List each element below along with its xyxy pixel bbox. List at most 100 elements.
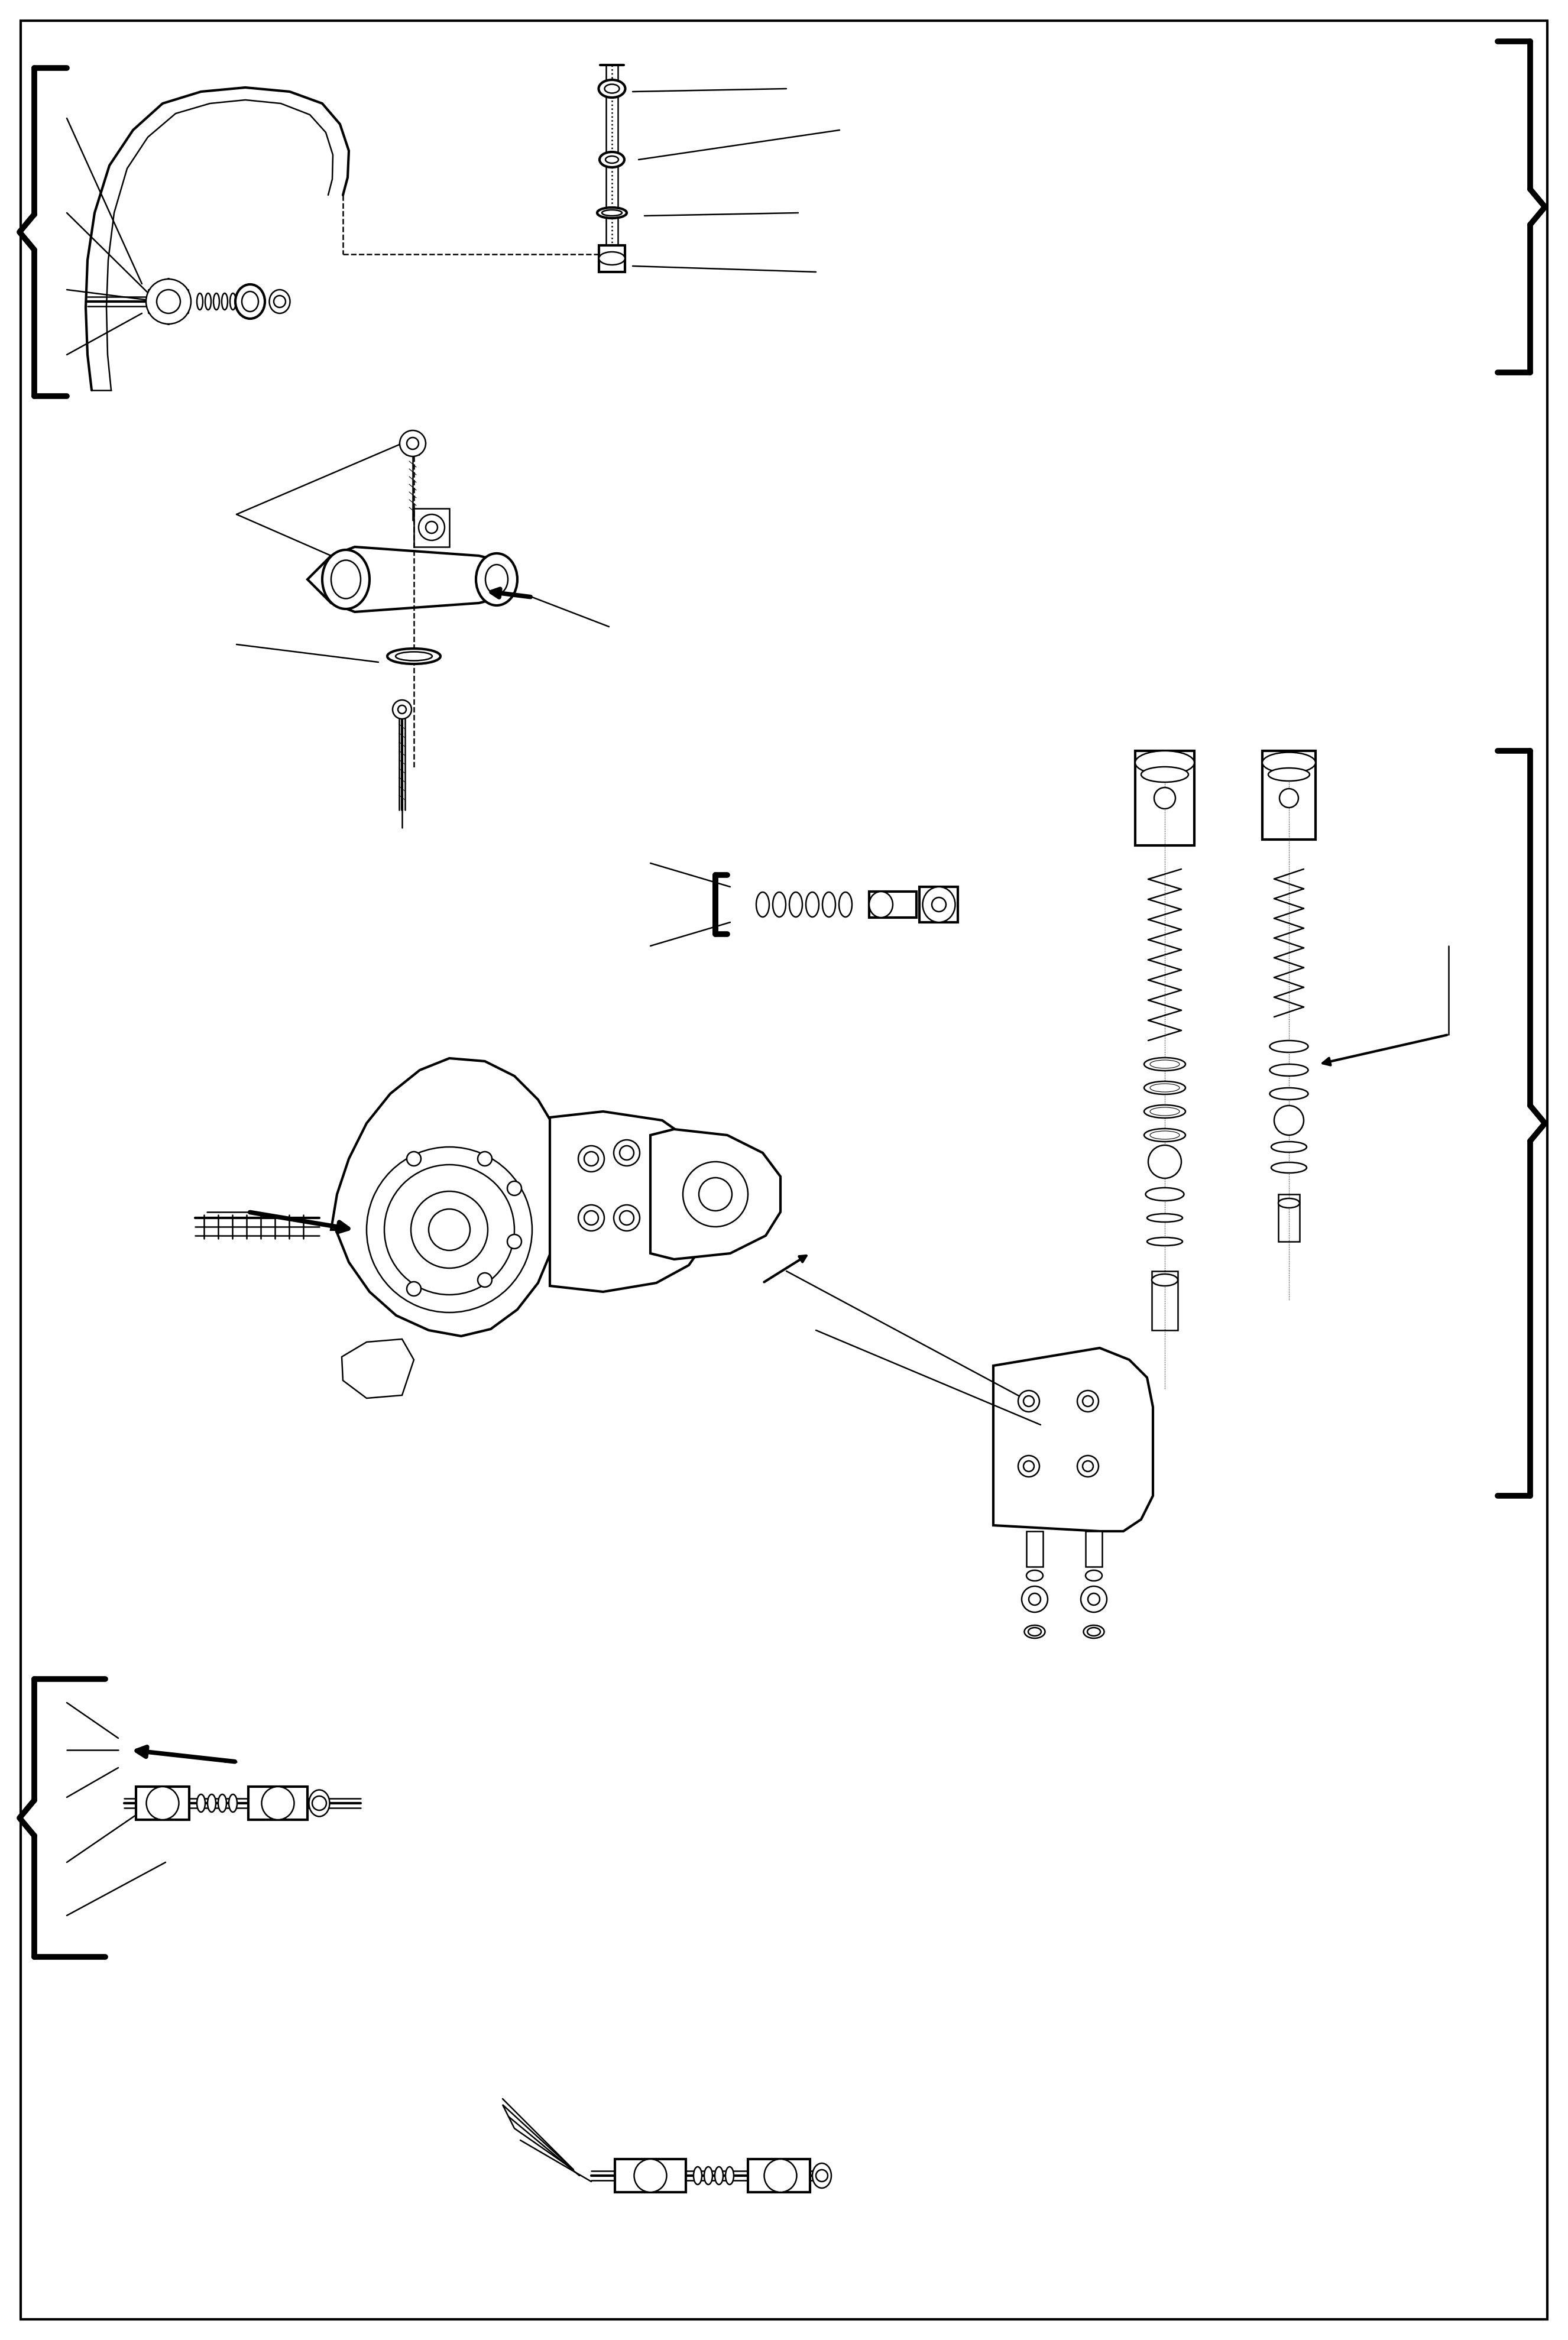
Ellipse shape — [1270, 1041, 1308, 1053]
Ellipse shape — [1149, 1130, 1179, 1140]
Circle shape — [1275, 1104, 1303, 1135]
Ellipse shape — [1272, 1163, 1306, 1172]
Circle shape — [478, 1151, 492, 1165]
Circle shape — [815, 2169, 828, 2181]
Circle shape — [312, 1797, 326, 1811]
Circle shape — [1018, 1455, 1040, 1477]
Polygon shape — [342, 1338, 414, 1399]
Circle shape — [392, 700, 411, 718]
Polygon shape — [20, 21, 1548, 2319]
Ellipse shape — [764, 2160, 797, 2193]
Polygon shape — [550, 1112, 715, 1292]
Polygon shape — [919, 887, 958, 922]
Polygon shape — [869, 892, 916, 917]
Ellipse shape — [477, 552, 517, 606]
Ellipse shape — [1152, 1273, 1178, 1287]
Ellipse shape — [1270, 1088, 1308, 1100]
Circle shape — [1024, 1397, 1035, 1406]
Ellipse shape — [1270, 1065, 1308, 1076]
Ellipse shape — [756, 892, 770, 917]
Circle shape — [508, 1182, 522, 1196]
Ellipse shape — [270, 290, 290, 314]
Circle shape — [1077, 1455, 1099, 1477]
Polygon shape — [651, 1130, 781, 1259]
Circle shape — [613, 1140, 640, 1165]
Circle shape — [1018, 1390, 1040, 1411]
Ellipse shape — [1269, 768, 1309, 782]
Ellipse shape — [633, 2160, 666, 2193]
Ellipse shape — [229, 1795, 237, 1811]
Circle shape — [428, 1210, 470, 1250]
Ellipse shape — [230, 292, 235, 309]
Circle shape — [1148, 1144, 1181, 1179]
Circle shape — [585, 1151, 599, 1165]
Ellipse shape — [869, 892, 892, 917]
Circle shape — [579, 1147, 604, 1172]
Circle shape — [613, 1205, 640, 1231]
Circle shape — [1279, 789, 1298, 807]
Circle shape — [931, 899, 946, 913]
Ellipse shape — [1148, 1238, 1182, 1245]
Ellipse shape — [693, 2167, 702, 2186]
Circle shape — [406, 1151, 420, 1165]
Ellipse shape — [839, 892, 851, 917]
Ellipse shape — [1135, 751, 1195, 775]
Circle shape — [400, 431, 425, 456]
Ellipse shape — [205, 292, 212, 309]
Ellipse shape — [207, 1795, 216, 1811]
Circle shape — [619, 1147, 633, 1161]
Circle shape — [406, 438, 419, 449]
Ellipse shape — [922, 887, 955, 922]
Ellipse shape — [812, 2162, 831, 2188]
Ellipse shape — [1085, 1570, 1102, 1582]
Ellipse shape — [331, 559, 361, 599]
Ellipse shape — [1145, 1081, 1185, 1095]
Ellipse shape — [218, 1795, 226, 1811]
Ellipse shape — [387, 648, 441, 665]
Ellipse shape — [806, 892, 818, 917]
Ellipse shape — [241, 292, 259, 311]
Polygon shape — [1262, 751, 1316, 840]
Ellipse shape — [146, 1788, 179, 1821]
Circle shape — [146, 278, 191, 323]
Polygon shape — [1027, 1530, 1043, 1568]
Ellipse shape — [605, 84, 619, 94]
Circle shape — [1029, 1594, 1041, 1605]
Circle shape — [508, 1236, 522, 1250]
Circle shape — [157, 290, 180, 314]
Circle shape — [585, 1210, 599, 1224]
Ellipse shape — [1145, 1058, 1185, 1072]
Ellipse shape — [1145, 1128, 1185, 1142]
Ellipse shape — [1145, 1104, 1185, 1119]
Ellipse shape — [773, 892, 786, 917]
Ellipse shape — [1029, 1629, 1041, 1636]
Polygon shape — [599, 246, 626, 271]
Ellipse shape — [1262, 753, 1316, 772]
Polygon shape — [748, 2160, 811, 2193]
Circle shape — [579, 1205, 604, 1231]
Ellipse shape — [323, 550, 370, 608]
Circle shape — [1077, 1390, 1099, 1411]
Ellipse shape — [1083, 1626, 1104, 1638]
Ellipse shape — [715, 2167, 723, 2186]
Polygon shape — [248, 1788, 307, 1821]
Polygon shape — [1152, 1271, 1178, 1329]
Circle shape — [1082, 1460, 1093, 1472]
Polygon shape — [503, 2104, 574, 2169]
Ellipse shape — [213, 292, 220, 309]
Ellipse shape — [602, 211, 622, 215]
Ellipse shape — [1024, 1626, 1044, 1638]
Circle shape — [411, 1191, 488, 1268]
Ellipse shape — [395, 653, 433, 660]
Ellipse shape — [726, 2167, 734, 2186]
Ellipse shape — [597, 208, 627, 218]
Ellipse shape — [605, 157, 618, 164]
Ellipse shape — [1148, 1214, 1182, 1221]
Circle shape — [1154, 789, 1176, 810]
Ellipse shape — [1146, 1189, 1184, 1200]
Polygon shape — [307, 548, 514, 611]
Circle shape — [1080, 1587, 1107, 1612]
Ellipse shape — [1272, 1142, 1306, 1151]
Polygon shape — [414, 508, 450, 548]
Circle shape — [699, 1177, 732, 1210]
